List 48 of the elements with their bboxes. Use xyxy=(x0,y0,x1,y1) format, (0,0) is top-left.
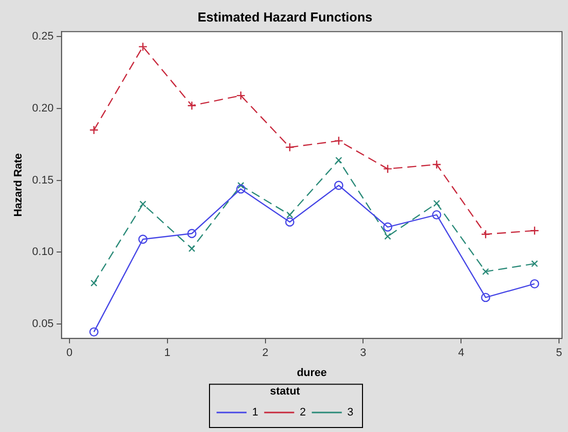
point xyxy=(530,279,540,288)
point xyxy=(138,234,148,244)
point xyxy=(432,160,442,170)
point xyxy=(187,228,196,238)
point xyxy=(89,125,99,135)
point xyxy=(236,184,246,194)
point xyxy=(433,200,440,207)
y-tick-label: 0.10 xyxy=(32,246,54,258)
point xyxy=(187,101,196,110)
point xyxy=(383,222,392,232)
y-tick-label: 0.20 xyxy=(32,102,54,115)
x-tick-label: 5 xyxy=(556,347,562,360)
x-tick-label: 2 xyxy=(262,347,268,360)
x-tick-label: 0 xyxy=(66,347,73,360)
point xyxy=(531,260,538,268)
point xyxy=(139,200,146,208)
point xyxy=(530,226,540,236)
x-axis-title: duree xyxy=(296,367,327,380)
point xyxy=(335,156,342,164)
point xyxy=(432,210,442,220)
point xyxy=(481,230,490,239)
legend-label: 1 xyxy=(252,406,258,419)
point xyxy=(285,217,294,227)
x-tick-label: 3 xyxy=(360,347,366,360)
y-tick-label: 0.15 xyxy=(32,174,54,186)
point xyxy=(285,142,294,152)
point xyxy=(384,232,392,240)
point xyxy=(286,211,294,218)
x-tick-label: 1 xyxy=(164,347,170,360)
legend-title: statut xyxy=(270,385,300,398)
point xyxy=(481,292,490,302)
point xyxy=(237,182,244,189)
point xyxy=(334,136,344,146)
chart-title: Estimated Hazard Functions xyxy=(198,9,372,24)
y-tick-label: 0.25 xyxy=(32,30,54,43)
point xyxy=(334,180,344,190)
x-tick-label: 4 xyxy=(458,347,464,360)
y-axis-title: Hazard Rate xyxy=(12,153,25,217)
point xyxy=(482,268,490,276)
y-tick-label: 0.05 xyxy=(32,318,54,330)
point xyxy=(188,245,196,252)
point xyxy=(236,90,246,100)
legend-label: 2 xyxy=(300,406,306,419)
point xyxy=(383,164,392,174)
point xyxy=(89,327,99,337)
point xyxy=(90,280,98,287)
point xyxy=(138,42,148,52)
legend-label: 3 xyxy=(347,406,354,419)
